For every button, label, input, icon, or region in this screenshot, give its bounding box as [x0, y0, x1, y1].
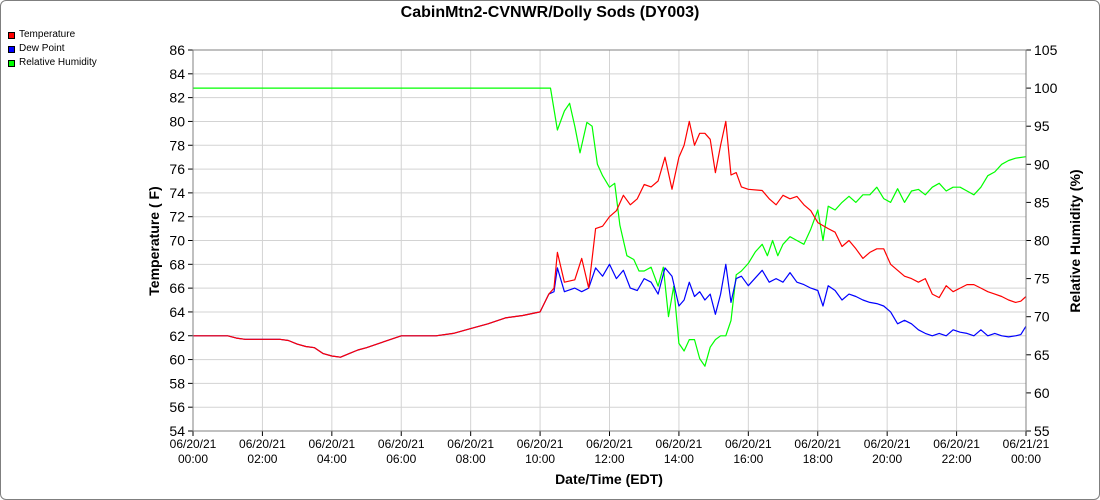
y-tick-label: 54 [169, 423, 185, 439]
y-tick-label: 76 [169, 161, 185, 177]
legend-swatch-dew-point [8, 45, 15, 53]
y-tick-label: 74 [169, 185, 185, 201]
legend-swatch-relative-humidity [8, 59, 15, 67]
y-tick-label: 62 [169, 328, 185, 344]
y-tick-label: 78 [169, 137, 185, 153]
x-tick-label-date: 06/20/21 [239, 437, 286, 451]
grid [192, 49, 1027, 432]
temperature-line [193, 120, 1027, 358]
y-tick-label: 72 [169, 209, 185, 225]
x-tick-label-time: 02:00 [247, 452, 277, 466]
chart-title: CabinMtn2-CVNWR/Dolly Sods (DY003) [400, 4, 700, 21]
x-tick-label-date: 06/20/21 [656, 437, 703, 451]
x-tick-label-time: 06:00 [386, 452, 416, 466]
x-tick-label-date: 06/20/21 [586, 437, 633, 451]
y2-tick-label: 100 [1034, 80, 1058, 96]
x-tick-label-time: 08:00 [456, 452, 486, 466]
x-tick-label-time: 04:00 [317, 452, 347, 466]
y2-tick-label: 55 [1034, 423, 1050, 439]
legend-item-relative-humidity: Relative Humidity [8, 56, 97, 70]
y2-axis-label: Relative Humidity (%) [1067, 169, 1083, 312]
legend-label-relative-humidity: Relative Humidity [19, 57, 97, 68]
x-tick-label-date: 06/20/21 [447, 437, 494, 451]
plot-border [192, 49, 1027, 432]
y-tick-label: 56 [169, 399, 185, 415]
y-tick-label: 64 [169, 304, 185, 320]
axes: 54 56 58 60 62 64 66 68 70 72 74 76 78 80 82 84 86 55 60 65… [169, 42, 1057, 466]
y-tick-label: 70 [169, 233, 185, 249]
y2-tick-label: 65 [1034, 347, 1050, 363]
x-tick-label-date: 06/20/21 [517, 437, 564, 451]
legend: Temperature Dew Point Relative Humidity [8, 28, 97, 70]
x-tick-label-date: 06/20/21 [170, 437, 217, 451]
x-tick-label-date: 06/20/21 [308, 437, 355, 451]
y-tick-label: 68 [169, 256, 185, 272]
y2-tick-label: 85 [1034, 194, 1050, 210]
x-tick-label-time: 14:00 [664, 452, 694, 466]
x-tick-label-date: 06/20/21 [794, 437, 841, 451]
y-tick-label: 82 [169, 90, 185, 106]
y-tick-label: 66 [169, 280, 185, 296]
legend-swatch-temperature [8, 31, 15, 39]
y-tick-label: 80 [169, 113, 185, 129]
y-tick-label: 60 [169, 352, 185, 368]
y2-tick-label: 70 [1034, 309, 1050, 325]
x-axis-label: Date/Time (EDT) [555, 471, 663, 487]
x-tick-label-time: 00:00 [178, 452, 208, 466]
x-tick-label-time: 22:00 [942, 452, 972, 466]
y2-tick-label: 80 [1034, 233, 1050, 249]
x-tick-label-time: 12:00 [594, 452, 624, 466]
x-tick-label-time: 18:00 [803, 452, 833, 466]
x-tick-label-time: 16:00 [733, 452, 763, 466]
x-tick-label-time: 20:00 [872, 452, 902, 466]
x-tick-label-time: 10:00 [525, 452, 555, 466]
legend-label-dew-point: Dew Point [19, 43, 65, 54]
x-tick-label-date: 06/20/21 [864, 437, 911, 451]
y2-tick-label: 60 [1034, 385, 1050, 401]
x-tick-label-date: 06/20/21 [933, 437, 980, 451]
y2-tick-label: 90 [1034, 156, 1050, 172]
y2-tick-label: 105 [1034, 42, 1058, 58]
legend-item-temperature: Temperature [8, 28, 97, 42]
y-axis-label: Temperature ( F) [146, 186, 162, 295]
legend-item-dew-point: Dew Point [8, 42, 97, 56]
relative-humidity-line [193, 87, 1027, 367]
y-tick-label: 58 [169, 375, 185, 391]
x-tick-label-time: 00:00 [1011, 452, 1041, 466]
x-tick-label-date: 06/21/21 [1003, 437, 1050, 451]
series-lines [193, 87, 1027, 367]
x-tick-label-date: 06/20/21 [725, 437, 772, 451]
y2-tick-label: 95 [1034, 118, 1050, 134]
y2-tick-label: 75 [1034, 271, 1050, 287]
y-tick-label: 86 [169, 42, 185, 58]
y-tick-label: 84 [169, 66, 185, 82]
x-tick-label-date: 06/20/21 [378, 437, 425, 451]
legend-label-temperature: Temperature [19, 29, 76, 40]
